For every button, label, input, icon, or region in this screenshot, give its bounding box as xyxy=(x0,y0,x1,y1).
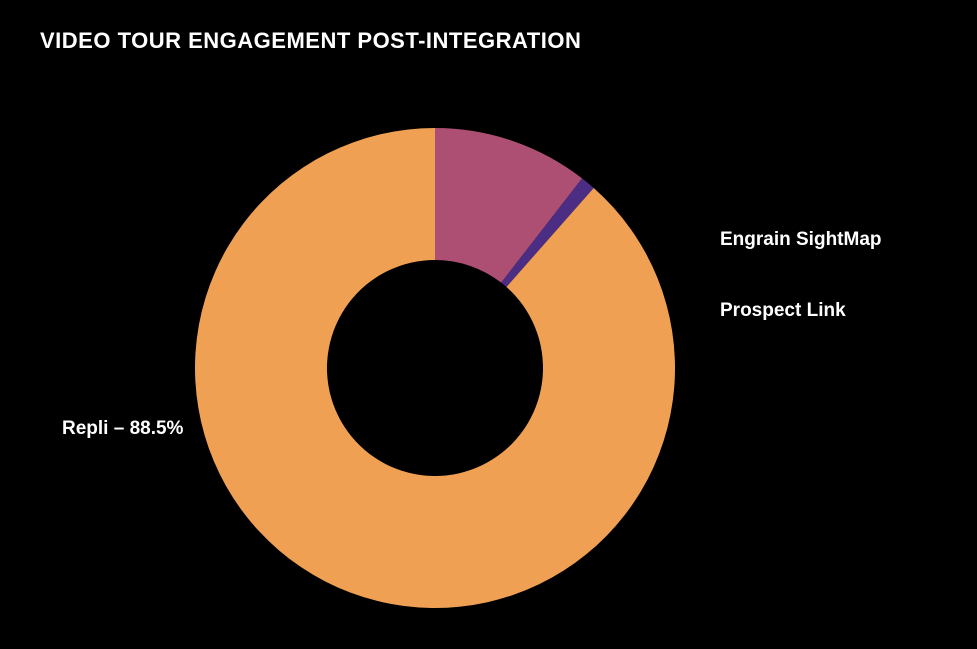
slice-label-repli: Repli – 88.5% xyxy=(62,418,183,440)
slice-label-engrain: Engrain SightMap xyxy=(720,229,882,251)
slice-label-prospect: Prospect Link xyxy=(720,300,846,322)
donut-chart xyxy=(0,0,977,649)
slice-repli xyxy=(195,128,675,608)
